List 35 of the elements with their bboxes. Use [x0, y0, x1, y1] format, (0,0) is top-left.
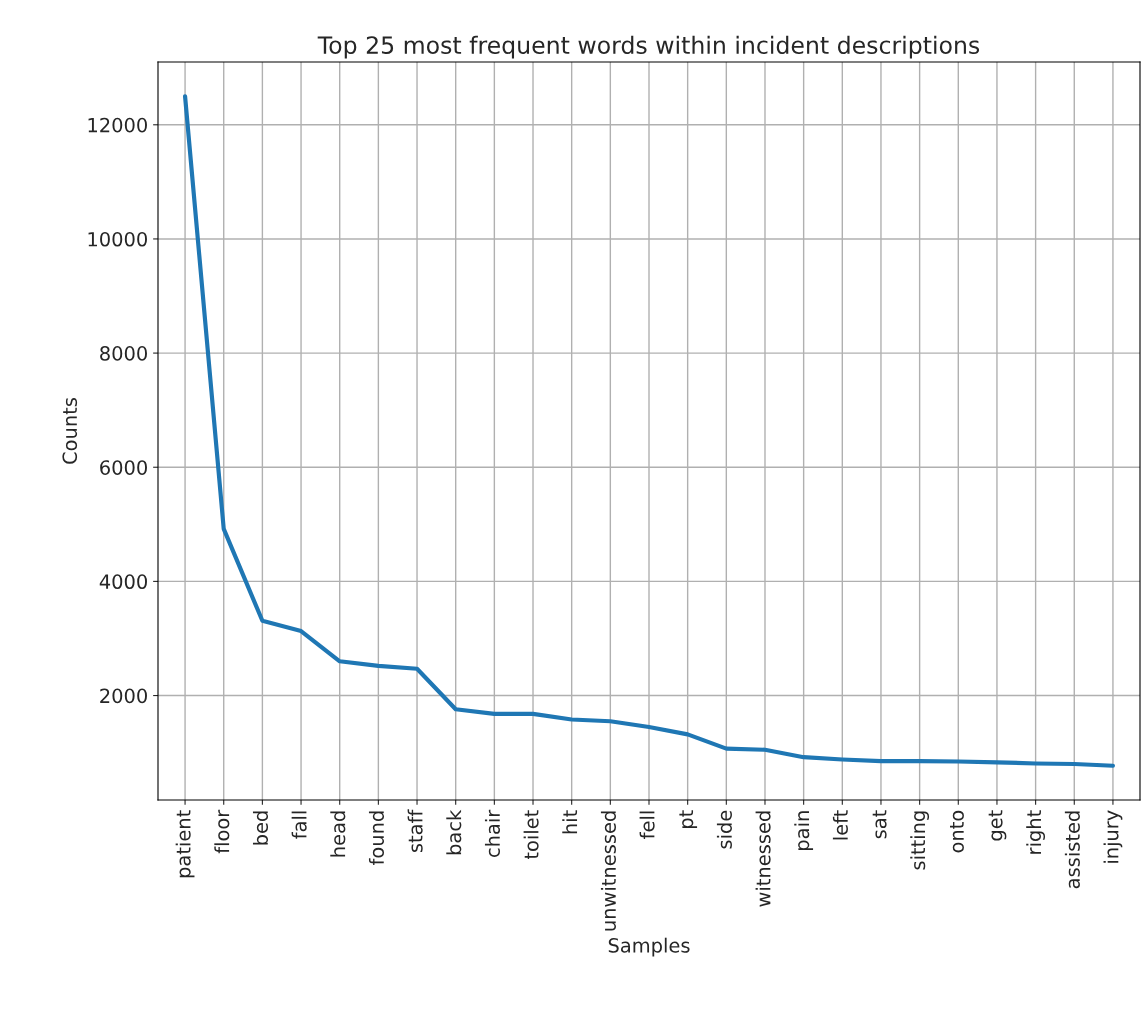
y-tick-label: 6000 [100, 460, 147, 475]
x-axis-title: Samples [608, 937, 690, 957]
x-tick-label: head [330, 811, 346, 857]
x-tick-label: unwitnessed [600, 811, 616, 931]
x-tick-label: fell [639, 811, 655, 839]
x-tick-label: staff [407, 809, 423, 853]
x-tick-label: onto [950, 810, 964, 853]
y-tick-label: 2000 [100, 688, 147, 704]
x-tick-label: hit [562, 810, 578, 834]
x-tick-label: get [988, 810, 1007, 841]
x-tick-label: assisted [1064, 811, 1080, 889]
y-tick-label: 4000 [99, 574, 147, 590]
x-tick-label: injury [1103, 810, 1123, 863]
x-tick-label: toilet [523, 810, 539, 860]
x-tick-label: chair [484, 809, 500, 857]
x-tick-label: sat [872, 810, 887, 839]
x-tick-label: right [1026, 810, 1046, 854]
x-tick-label: sitting [910, 811, 930, 870]
x-tick-label: bed [252, 811, 269, 845]
x-tick-label: floor [214, 809, 230, 854]
x-tick-label: found [368, 811, 385, 866]
x-tick-label: back [446, 809, 462, 855]
x-tick-label: fall [291, 811, 307, 839]
x-tick-label: left [832, 810, 848, 840]
x-tick-label: side [716, 810, 732, 849]
chart-title: Top 25 most frequent words within incident descriptions [317, 35, 980, 59]
x-tick-label: patient [175, 810, 195, 878]
x-tick-label: witnessed [755, 811, 771, 907]
y-axis-title: Counts [62, 398, 78, 464]
y-tick-label: 12000 [88, 117, 147, 133]
y-tick-label: 8000 [100, 346, 147, 361]
x-tick-label: pain [794, 811, 814, 850]
line-series [182, 94, 1116, 768]
y-tick-label: 10000 [88, 231, 147, 247]
x-tick-label: pt [679, 810, 698, 828]
